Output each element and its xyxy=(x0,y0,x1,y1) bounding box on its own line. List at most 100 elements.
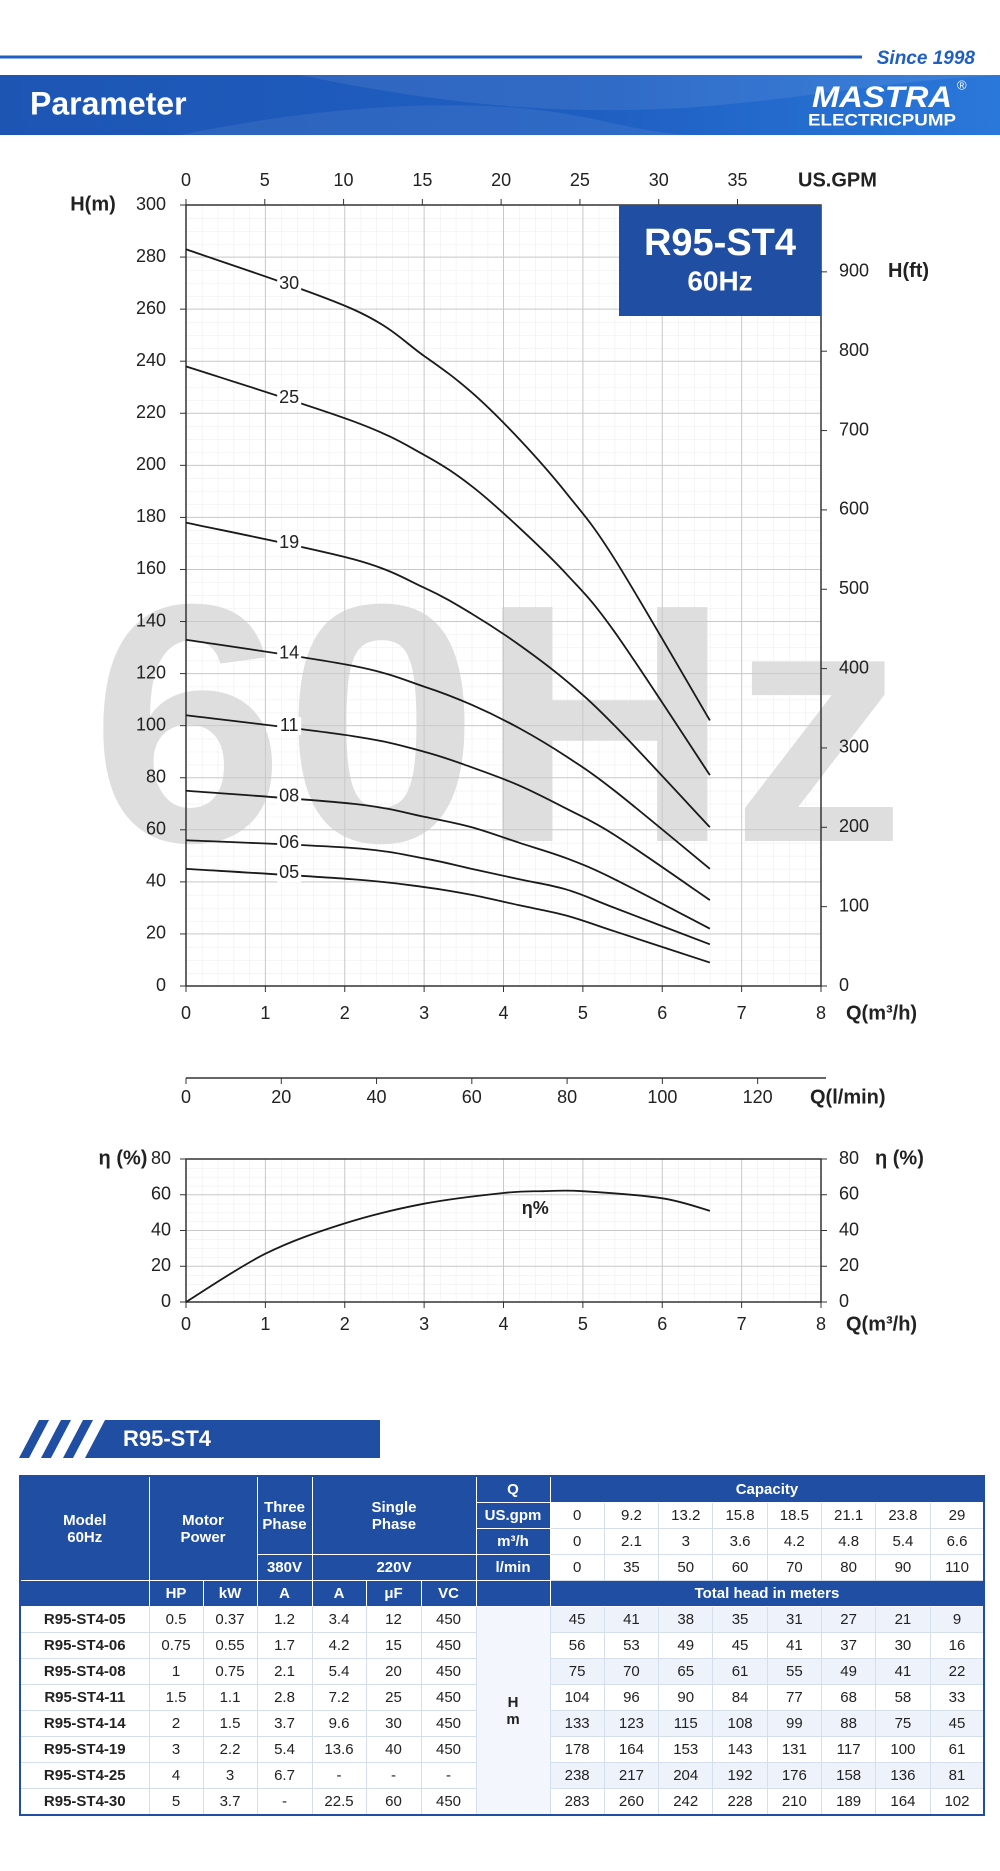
table-cell: 22.5 xyxy=(311,1788,367,1816)
table-row: US.gpm 0 9.2 13.2 15.8 18.5 21.1 23.8 29 xyxy=(20,1502,985,1529)
curve xyxy=(185,789,711,930)
y-tick-label: 0 xyxy=(161,1291,171,1311)
y-tick-label: 260 xyxy=(136,298,166,318)
y2-tick-label: 900 xyxy=(839,261,869,281)
table-cell: 45 xyxy=(549,1606,605,1633)
x-tick-label: 7 xyxy=(737,1003,747,1023)
x-tick-label: 0 xyxy=(181,1314,191,1334)
table-cell: 90 xyxy=(875,1554,931,1581)
y2-tick-label: 500 xyxy=(839,578,869,598)
table-cell: 117 xyxy=(820,1736,877,1763)
label-bg xyxy=(277,717,302,736)
section-bar xyxy=(85,1420,380,1458)
table-cell: 61 xyxy=(929,1736,985,1763)
table-row: R95-ST4-08 1 0.75 2.1 5.4 20 450 75 70 65 61 55 49 41… xyxy=(19,1658,985,1685)
table-cell: 0.5 xyxy=(148,1606,204,1633)
table-cell: R95-ST4-08 xyxy=(19,1658,150,1685)
table-cell: 65 xyxy=(658,1658,714,1685)
table-cell: R95-ST4-06 xyxy=(19,1632,150,1659)
table-cell: 380V xyxy=(256,1554,313,1581)
table-cell: R95-ST4-11 xyxy=(19,1684,150,1711)
table-cell: 1.2 xyxy=(256,1606,313,1633)
label-bg xyxy=(277,834,302,853)
table-cell: 204 xyxy=(658,1762,714,1789)
table-cell: 21 xyxy=(875,1606,931,1633)
table-cell: R95-ST4-19 xyxy=(19,1736,150,1763)
x-tick-label: 6 xyxy=(657,1314,667,1334)
table-cell: 5.4 xyxy=(875,1528,931,1555)
curve xyxy=(185,638,711,870)
table-cell: 0 xyxy=(549,1554,605,1581)
x-tick-label: 8 xyxy=(816,1003,826,1023)
top-tick-label: 15 xyxy=(412,170,432,190)
table-cell: 37 xyxy=(820,1632,877,1659)
table-cell: 108 xyxy=(712,1710,768,1737)
table-cell: 0.55 xyxy=(202,1632,258,1659)
table-cell: 49 xyxy=(820,1658,877,1685)
table-cell: 45 xyxy=(712,1632,768,1659)
table-cell: 55 xyxy=(766,1658,822,1685)
table-cell: 110 xyxy=(929,1554,985,1581)
table-cell: 31 xyxy=(766,1606,822,1633)
y-tick-label: 40 xyxy=(151,1219,171,1239)
x-tick-label: 1 xyxy=(260,1003,270,1023)
table-cell: 3 xyxy=(148,1736,204,1763)
y-tick-label: 120 xyxy=(136,662,166,682)
stripe xyxy=(63,1420,93,1458)
lmin-tick-label: 60 xyxy=(462,1087,482,1107)
table-cell: 100 xyxy=(875,1736,931,1763)
table-cell: 3 xyxy=(658,1528,714,1555)
table-row: R95-ST4-25 4 3 6.7- - -238 217 204 192 176 158 136 8… xyxy=(19,1762,985,1789)
table-cell: 220V xyxy=(311,1554,477,1581)
y-tick-label: 160 xyxy=(136,558,166,578)
curve-label: 06 xyxy=(279,832,299,852)
table-cell: 80 xyxy=(820,1554,877,1581)
table-cell: 450 xyxy=(420,1658,477,1685)
table-cell: 283 xyxy=(549,1788,605,1816)
table-cell: 3.7 xyxy=(256,1710,313,1737)
table-cell: 2.8 xyxy=(256,1684,313,1711)
table-cell: 30 xyxy=(365,1710,422,1737)
table-cell: 50 xyxy=(658,1554,714,1581)
table-cell: 90 xyxy=(658,1684,714,1711)
table-cell: l/min xyxy=(475,1554,551,1581)
lmin-tick-label: 0 xyxy=(181,1087,191,1107)
table-cell: 3.4 xyxy=(311,1606,367,1633)
table-cell: 4 xyxy=(148,1762,204,1789)
table-cell: - xyxy=(256,1788,313,1816)
table-cell: - xyxy=(420,1762,477,1789)
swoosh xyxy=(180,105,700,135)
x-axis-title: Q(m³/h) xyxy=(846,1002,917,1024)
curve xyxy=(185,1189,711,1303)
lmin-tick-label: 80 xyxy=(557,1087,577,1107)
table-cell: 153 xyxy=(658,1736,714,1763)
table-cell: 450 xyxy=(420,1736,477,1763)
table-cell: 1.7 xyxy=(256,1632,313,1659)
table-cell: 143 xyxy=(712,1736,768,1763)
table-cell: kW xyxy=(202,1580,258,1607)
y2-tick-label: 0 xyxy=(839,1291,849,1311)
top-tick-label: 5 xyxy=(260,170,270,190)
table-cell: R95-ST4-30 xyxy=(19,1788,150,1816)
label-bg xyxy=(277,534,302,553)
y2-tick-label: 40 xyxy=(839,1219,859,1239)
table-cell: 53 xyxy=(603,1632,660,1659)
section-heading: R95-ST4 xyxy=(19,1420,380,1458)
table-cell: 56 xyxy=(549,1632,605,1659)
table-cell: 84 xyxy=(712,1684,768,1711)
y2-tick-label: 600 xyxy=(839,499,869,519)
table-cell: 1.5 xyxy=(148,1684,204,1711)
curve xyxy=(185,714,711,901)
table-cell: 40 xyxy=(365,1736,422,1763)
table-cell: 104 xyxy=(549,1684,605,1711)
banner xyxy=(0,75,1000,135)
table-cell: 228 xyxy=(712,1788,768,1816)
table-row: R95-ST4-06 0.75 0.55 1.7 4.2 15 450 56 53 49 45 41 3… xyxy=(19,1632,985,1659)
y-tick-label: 20 xyxy=(146,923,166,943)
table-cell: HP xyxy=(148,1580,204,1607)
table-cell: R95-ST4-25 xyxy=(19,1762,150,1789)
table-cell: 75 xyxy=(875,1710,931,1737)
table-cell: 21.1 xyxy=(820,1502,877,1529)
